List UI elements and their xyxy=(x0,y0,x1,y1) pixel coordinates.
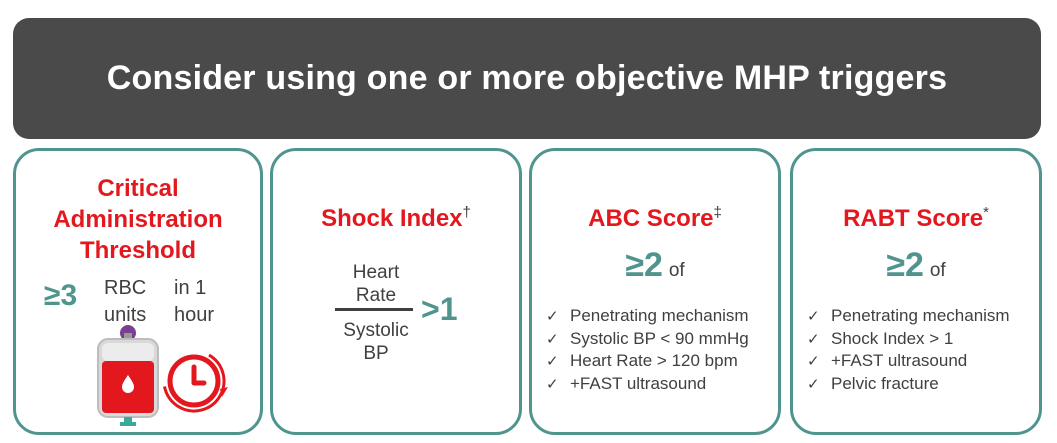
list-item: ✓ +FAST ultrasound xyxy=(807,350,1010,373)
threshold: ≥2 of xyxy=(532,246,778,285)
threshold-value: ≥2 xyxy=(625,246,663,284)
of-label: of xyxy=(929,260,946,281)
item-text: Systolic BP < 90 mmHg xyxy=(570,328,749,348)
check-icon: ✓ xyxy=(546,375,559,393)
clock-icon xyxy=(162,349,228,413)
card-critical-administration-threshold: Critical Administration Threshold ≥3 RBC… xyxy=(13,148,263,435)
fraction-numerator: Heart Rate xyxy=(333,261,419,307)
item-text: Pelvic fracture xyxy=(831,373,939,393)
denominator-line: BP xyxy=(363,343,389,364)
list-item: ✓ Pelvic fracture xyxy=(807,373,1010,396)
item-text: +FAST ultrasound xyxy=(831,351,968,370)
time-label: in 1 hour xyxy=(174,275,214,329)
numerator-line: Heart xyxy=(352,262,400,283)
card-title: Critical Administration Threshold xyxy=(16,173,260,266)
criteria-list: ✓ Penetrating mechanism ✓ Systolic BP < 90… xyxy=(546,305,749,395)
footnote-mark: ‡ xyxy=(713,204,722,221)
numerator-line: Rate xyxy=(355,285,397,306)
check-icon: ✓ xyxy=(546,353,559,370)
threshold-value: ≥3 xyxy=(44,279,78,312)
footnote-mark: † xyxy=(462,204,471,221)
list-item: ✓ Heart Rate > 120 bpm xyxy=(546,350,749,373)
item-text: Penetrating mechanism xyxy=(831,306,1010,325)
blood-bag-icon xyxy=(97,325,159,426)
unit-line: RBC xyxy=(104,277,147,299)
check-icon: ✓ xyxy=(546,330,559,348)
item-text: Heart Rate > 120 bpm xyxy=(570,351,738,370)
banner-title: Consider using one or more objective MHP… xyxy=(106,59,948,97)
check-icon: ✓ xyxy=(807,353,820,370)
denominator-line: Systolic xyxy=(343,320,409,341)
unit-line: units xyxy=(104,304,147,326)
banner: Consider using one or more objective MHP… xyxy=(13,18,1041,139)
card-shock-index: Shock Index† Heart Rate Systolic BP >1 xyxy=(270,148,522,435)
time-line: hour xyxy=(174,304,215,326)
item-text: Shock Index > 1 xyxy=(831,328,954,348)
threshold-value: >1 xyxy=(421,291,458,327)
title-text: ABC Score xyxy=(588,205,714,232)
threshold: ≥2 of xyxy=(793,246,1039,285)
title-text: Shock Index xyxy=(321,205,463,232)
card-rabt-score: RABT Score* ≥2 of ✓ Penetrating mechanism … xyxy=(790,148,1042,435)
item-text: +FAST ultrasound xyxy=(570,373,707,393)
check-icon: ✓ xyxy=(807,330,820,348)
footnote-mark: * xyxy=(983,204,989,221)
check-icon: ✓ xyxy=(807,308,820,325)
card-abc-score: ABC Score‡ ≥2 of ✓ Penetrating mechanism ✓… xyxy=(529,148,781,435)
card-title: Shock Index† xyxy=(273,204,519,233)
fraction-bar xyxy=(335,308,413,311)
list-item: ✓ Penetrating mechanism xyxy=(546,305,749,328)
time-line: in 1 xyxy=(174,277,207,299)
threshold-value: ≥2 xyxy=(886,246,924,284)
item-text: Penetrating mechanism xyxy=(570,306,749,325)
title-text: RABT Score xyxy=(843,205,984,232)
title-line: Threshold xyxy=(79,237,196,264)
list-item: ✓ Systolic BP < 90 mmHg xyxy=(546,328,749,351)
check-icon: ✓ xyxy=(807,375,820,393)
unit-label: RBC units xyxy=(104,275,146,329)
card-title: ABC Score‡ xyxy=(532,204,778,233)
check-icon: ✓ xyxy=(546,308,559,325)
of-label: of xyxy=(668,260,685,281)
title-line: Critical xyxy=(97,175,179,202)
title-line: Administration xyxy=(53,206,223,233)
fraction-denominator: Systolic BP xyxy=(333,319,419,365)
criteria-list: ✓ Penetrating mechanism ✓ Shock Index > 1 … xyxy=(807,305,1010,395)
list-item: ✓ Shock Index > 1 xyxy=(807,328,1010,351)
list-item: ✓ Penetrating mechanism xyxy=(807,305,1010,328)
card-title: RABT Score* xyxy=(793,204,1039,233)
list-item: ✓ +FAST ultrasound xyxy=(546,373,749,396)
